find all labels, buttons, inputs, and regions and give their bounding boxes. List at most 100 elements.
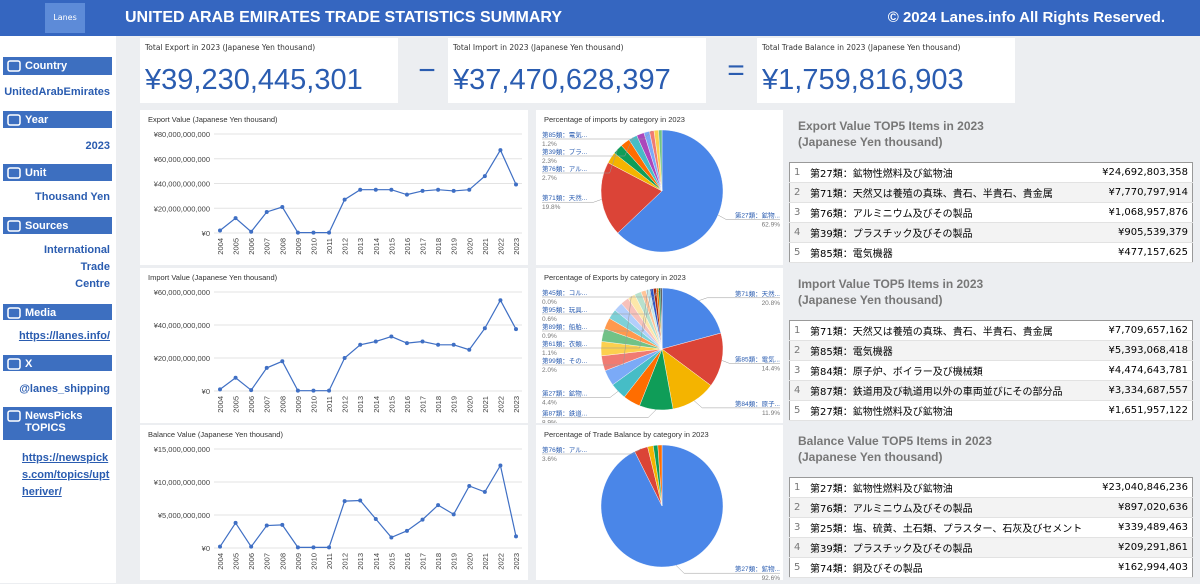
table-row: 3 第84類：原子炉、ボイラー及び機械類 ¥4,474,643,781 — [789, 360, 1193, 381]
x-tick-label: 2008 — [278, 396, 287, 413]
icon-shape — [7, 114, 21, 126]
leader-line — [542, 448, 642, 455]
y-tick-label: ¥40,000,000,000 — [154, 321, 210, 330]
point — [218, 544, 222, 549]
operator: − — [418, 54, 436, 87]
point — [467, 347, 472, 352]
leader-line — [542, 289, 649, 349]
item-cell: 第71類：天然又は養殖の真珠、貴石、半貴石、貴金属 — [806, 320, 1094, 341]
y-tick-label: ¥0 — [202, 229, 210, 238]
item-cell: 第76類：アルミニウム及びその製品 — [806, 497, 1094, 518]
value-cell: ¥209,291,861 — [1094, 537, 1193, 558]
table-row: 2 第85類：電気機器 ¥5,393,068,418 — [789, 340, 1193, 361]
pie-slice — [617, 129, 724, 253]
point — [311, 545, 316, 550]
point — [482, 489, 487, 494]
x-tick-label: 2019 — [450, 238, 459, 255]
chart-title: Percentage of Exports by category in 202… — [544, 273, 686, 282]
table-row: 5 第27類：鉱物性燃料及び鉱物油 ¥1,651,957,122 — [789, 400, 1193, 421]
slice-value-label: 19.8% — [542, 204, 561, 211]
table-title: Import Value TOP5 Items in 2023 — [798, 277, 984, 291]
point — [249, 388, 254, 393]
x-tick-label: 2009 — [294, 396, 303, 413]
slice-value-label: 1.1% — [542, 350, 557, 357]
leader-line — [542, 199, 602, 203]
slice-value-label: 2.7% — [542, 175, 557, 182]
y-tick-label: ¥40,000,000,000 — [154, 180, 210, 189]
x-tick-label: 2010 — [309, 553, 318, 570]
table: 1 第27類：鉱物性燃料及び鉱物油 ¥23,040,846,236 2 第76類：アルミ… — [789, 477, 1193, 578]
leader-line — [542, 287, 663, 298]
value-cell: ¥477,157,625 — [1094, 242, 1193, 263]
value-cell: ¥3,334,687,557 — [1094, 380, 1193, 401]
point — [373, 339, 378, 344]
sidebar-header: NewsPicks TOPICS — [3, 407, 112, 440]
sidebar-label: NewsPicks TOPICS — [25, 410, 83, 434]
slice-value-label: 0.9% — [542, 333, 557, 340]
point — [404, 192, 409, 197]
rank-cell: 3 — [789, 517, 806, 538]
item-cell: 第27類：鉱物性燃料及び鉱物油 — [806, 162, 1094, 183]
x-tick-label: 2005 — [232, 396, 241, 413]
rank-cell: 1 — [789, 320, 806, 341]
slice-value-label: 14.4% — [762, 366, 781, 373]
leader-line — [542, 288, 658, 315]
point — [327, 388, 332, 393]
sidebar-value: Thousand Yen — [35, 191, 110, 203]
table-panel: Balance Value TOP5 Items in 2023 (Japanes… — [788, 425, 1198, 580]
point — [342, 356, 347, 360]
table-row: 5 第74類：銅及びその製品 ¥162,994,403 — [789, 557, 1193, 578]
point — [233, 520, 238, 525]
sidebar-icon — [7, 114, 21, 126]
rank-cell: 3 — [789, 360, 806, 381]
leader-line — [542, 296, 632, 366]
point — [295, 388, 300, 393]
pie-slice — [661, 287, 722, 350]
sidebar-value: UnitedArabEmirates — [4, 86, 110, 98]
pie-slice — [658, 129, 663, 192]
table-panel: Import Value TOP5 Items in 2023 (Japanese… — [788, 268, 1198, 423]
x-tick-label: 2022 — [496, 396, 505, 413]
sidebar-header: Media — [3, 304, 112, 320]
x-tick-label: 2012 — [341, 553, 350, 570]
x-tick-label: 2015 — [387, 553, 396, 570]
operator: = — [727, 54, 745, 87]
item-cell: 第76類：アルミニウム及びその製品 — [806, 202, 1094, 223]
point — [342, 499, 347, 504]
x-tick-label: 2009 — [294, 238, 303, 255]
x-tick-label: 2011 — [325, 396, 334, 412]
slice-label: 第95類：玩具... — [542, 305, 587, 314]
x-tick-label: 2006 — [247, 553, 256, 570]
x-tick-label: 2018 — [434, 553, 443, 570]
point — [514, 182, 518, 187]
item-cell: 第87類：鉄道用及び軌道用以外の車両並びにその部分品 — [806, 380, 1094, 401]
line — [219, 298, 517, 392]
sidebar-icon — [7, 307, 21, 319]
sidebar-label: Sources — [25, 220, 69, 232]
kpi-value: ¥1,759,816,903 — [762, 64, 964, 96]
sidebar-value[interactable]: https://newspicks.com/topics/uptheriver/ — [22, 452, 110, 498]
kpi-label: Total Import in 2023 (Japanese Yen thous… — [453, 43, 624, 52]
leader-line — [542, 130, 652, 140]
point — [404, 528, 409, 533]
y-tick-label: ¥60,000,000,000 — [154, 288, 210, 297]
table-title: Export Value TOP5 Items in 2023 — [798, 119, 984, 133]
x-tick-label: 2016 — [403, 553, 412, 570]
table-row: 4 第39類：プラスチック及びその製品 ¥209,291,861 — [789, 537, 1193, 558]
slice-value-label: 1.2% — [542, 141, 557, 148]
table-title: Balance Value TOP5 Items in 2023 — [798, 434, 992, 448]
x-tick-label: 2017 — [419, 553, 428, 570]
slice-label: 第27類：鉱物... — [735, 210, 780, 219]
sidebar-header: Sources — [3, 217, 112, 234]
x-tick-label: 2013 — [356, 553, 365, 570]
x-tick-label: 2017 — [419, 396, 428, 413]
point — [358, 342, 363, 347]
point — [342, 197, 347, 202]
x-tick-label: 2010 — [309, 396, 318, 413]
sidebar-value[interactable]: https://lanes.info/ — [18, 330, 110, 342]
slice-value-label: 62.9% — [762, 221, 781, 228]
point — [389, 187, 394, 192]
x-tick-label: 2023 — [512, 238, 521, 255]
x-tick-label: 2020 — [465, 238, 474, 255]
sidebar-label: Year — [25, 114, 49, 126]
